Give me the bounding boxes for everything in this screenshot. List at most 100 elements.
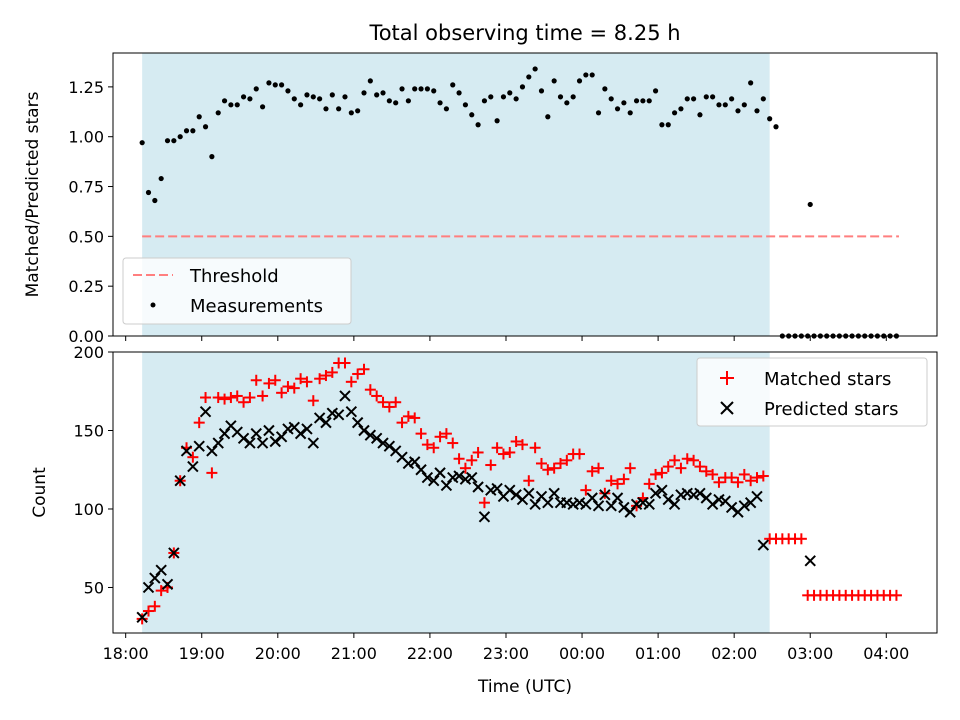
matched-star-point [485, 459, 497, 471]
measurement-point [152, 197, 158, 204]
matched-star-point [478, 497, 490, 509]
matched-star-point [554, 457, 566, 469]
predicted-marker-b [339, 390, 351, 402]
measurement-point [807, 201, 813, 208]
matched-star-point [650, 468, 662, 480]
measurement-point [405, 98, 411, 104]
measurement-point [253, 86, 259, 92]
predicted-star-point [250, 427, 262, 440]
predicted-marker-b [542, 496, 554, 509]
matched-star-point [662, 461, 674, 473]
matched-star-point [231, 390, 243, 402]
matched-star-point [383, 401, 395, 413]
measurement-point [741, 102, 747, 108]
bottom-x-axis-label: Time (UTC) [477, 677, 572, 697]
measurement-point [722, 102, 728, 108]
top-x-axis-ticks [125, 336, 887, 341]
measurement-point [399, 86, 405, 92]
predicted-marker-b [611, 492, 624, 504]
matched-star-point [377, 396, 389, 408]
predicted-marker-b [332, 409, 345, 421]
bottom-xtick-label: 19:00 [179, 644, 225, 663]
predicted-star-point [472, 481, 484, 493]
predicted-marker-b [370, 432, 383, 445]
bottom-ytick-label: 200 [73, 343, 104, 362]
matched-star-point [745, 475, 757, 487]
predicted-marker-b [605, 500, 617, 512]
measurement-point [735, 108, 741, 114]
predicted-star-point [269, 435, 281, 448]
predicted-marker-b [453, 470, 465, 482]
predicted-marker-b [275, 431, 288, 443]
measurement-point [507, 90, 513, 96]
predicted-marker-b [535, 490, 548, 503]
matched-star-point [599, 487, 611, 499]
predicted-marker-b [706, 498, 719, 510]
measurement-point [145, 189, 152, 196]
top-legend: Threshold Measurements [122, 257, 352, 325]
predicted-star-point [706, 498, 719, 510]
measurement-point [684, 96, 690, 102]
matched-star-point [257, 390, 269, 402]
measurement-point [526, 74, 532, 80]
bottom-ytick-label: 100 [73, 500, 104, 519]
top-ytick-label: 0.50 [68, 227, 104, 246]
matched-star-point [428, 442, 440, 454]
predicted-star-point [415, 464, 427, 476]
figure-title: Total observing time = 8.25 h [368, 21, 680, 45]
measurement-point [279, 82, 285, 88]
predicted-star-point [307, 437, 320, 449]
top-y-axis-label: Matched/Predicted stars [23, 91, 43, 297]
matched-star-point [295, 373, 307, 385]
predicted-star-point [510, 489, 522, 501]
predicted-marker-b [307, 437, 320, 449]
matched-star-point [371, 390, 383, 402]
predicted-star-point [592, 500, 605, 512]
measurement-point [304, 92, 310, 98]
bottom-y-axis-ticks: 50 100 150 200 [73, 343, 113, 597]
matched-star-point [491, 442, 503, 454]
predicted-marker-b [434, 467, 446, 479]
predicted-star-point [212, 437, 224, 449]
matched-star-point [155, 585, 167, 597]
predicted-star-point [523, 487, 535, 499]
matched-star-point [352, 368, 364, 380]
predicted-marker-b [751, 490, 763, 503]
predicted-star-point [649, 487, 662, 499]
matched-star-point [225, 392, 237, 404]
measurement-point [418, 86, 424, 92]
predicted-marker-b [421, 471, 434, 484]
matched-star-point [497, 448, 509, 460]
predicted-star-point [136, 611, 148, 624]
bottom-legend-box [696, 357, 928, 427]
measurement-point [456, 90, 462, 96]
predicted-marker-b [389, 445, 402, 457]
top-ytick-label: 0.75 [68, 178, 104, 197]
measurement-point [608, 96, 614, 102]
predicted-marker-b [624, 506, 636, 518]
measurement-point [380, 90, 386, 96]
predicted-marker-b [187, 460, 199, 473]
bottom-panel: 50 100 150 200 18:00 19:00 20:00 21:00 22:00 23:… [30, 343, 938, 697]
measurement-point [367, 78, 373, 84]
matched-star-point [542, 464, 554, 476]
predicted-star-point [542, 496, 554, 509]
matched-star-point [548, 462, 560, 474]
predicted-star-point [643, 498, 655, 510]
matched-star-point [396, 417, 408, 429]
predicted-star-point [453, 470, 465, 482]
predicted-marker-b [199, 405, 212, 418]
measurement-point [431, 88, 437, 94]
predicted-marker-b [599, 489, 611, 501]
predicted-marker-b [149, 572, 161, 584]
predicted-star-point [168, 547, 180, 559]
measurement-point [748, 80, 754, 86]
predicted-marker-b [180, 445, 193, 457]
bottom-y-axis-label: Count [30, 467, 50, 518]
matched-star-point [434, 431, 446, 443]
predicted-marker-b [320, 416, 332, 429]
matched-star-point [314, 373, 326, 385]
measurement-point [564, 100, 570, 106]
predicted-marker-b [491, 482, 503, 495]
measurement-point [139, 140, 145, 146]
